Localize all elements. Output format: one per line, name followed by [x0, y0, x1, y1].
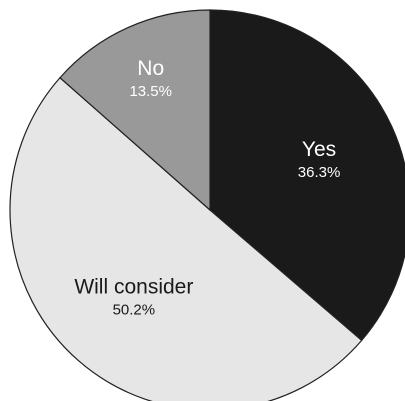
slice-label-will-consider: Will consider — [74, 275, 193, 298]
slice-value-will-consider: 50.2% — [113, 301, 156, 318]
pie-slices — [9, 9, 405, 401]
pie-slice-will-consider — [9, 76, 363, 401]
slice-value-no: 13.5% — [129, 83, 172, 100]
pie-slice-no — [59, 9, 211, 212]
slice-label-no: No — [137, 57, 164, 80]
pie-labels: Yes 36.3% Will consider 50.2% No 13.5% — [74, 57, 340, 319]
pie-slice-yes — [209, 9, 405, 342]
slice-label-yes: Yes — [302, 138, 336, 161]
slice-value-yes: 36.3% — [298, 164, 341, 181]
